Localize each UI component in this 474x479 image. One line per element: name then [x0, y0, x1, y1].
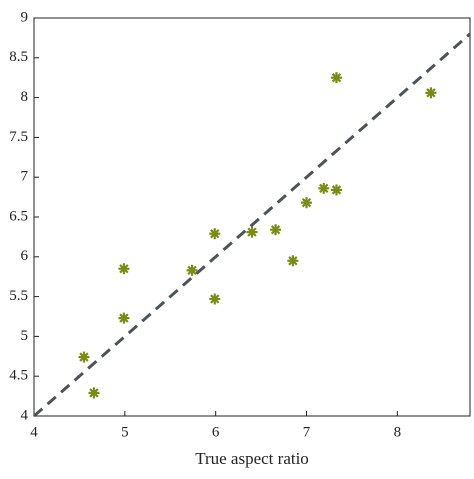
point	[330, 184, 342, 196]
point	[246, 226, 258, 238]
x-tick-label: 6	[212, 424, 220, 440]
point-stroke	[270, 225, 281, 235]
x-tick-label: 5	[121, 424, 129, 440]
point-stroke	[187, 265, 197, 275]
y-tick-label: 6	[21, 248, 29, 264]
y-tick-label: 5.5	[9, 288, 28, 304]
point	[330, 72, 342, 84]
point	[118, 312, 130, 324]
point	[287, 255, 299, 267]
point	[425, 87, 437, 99]
point-stroke	[89, 388, 99, 398]
point-stroke	[331, 185, 342, 195]
point	[301, 197, 312, 209]
point	[209, 228, 221, 240]
x-tick-label: 8	[394, 424, 402, 440]
point-stroke	[247, 227, 257, 237]
x-tick-label: 4	[30, 424, 38, 440]
point-stroke	[210, 294, 220, 304]
reference-line	[33, 32, 471, 418]
point-stroke	[119, 313, 129, 323]
y-tick-label: 5	[21, 328, 29, 344]
point-stroke	[79, 352, 89, 362]
point-stroke	[288, 256, 298, 266]
y-tick-label: 4.5	[9, 368, 28, 384]
point	[318, 182, 330, 194]
point	[78, 351, 90, 363]
point-stroke	[331, 73, 342, 83]
x-tick-label: 7	[303, 424, 311, 440]
point-stroke	[426, 88, 436, 98]
point	[88, 387, 100, 399]
plot-area	[33, 17, 471, 417]
y-tick-label: 4	[21, 407, 29, 423]
point	[186, 264, 198, 276]
y-tick-label: 6.5	[9, 208, 28, 224]
point	[209, 293, 221, 305]
point	[118, 263, 130, 275]
point-stroke	[119, 264, 129, 274]
y-tick-label: 8.5	[9, 49, 28, 65]
point	[270, 224, 282, 236]
x-axis-label: True aspect ratio	[195, 449, 309, 468]
y-tick-label: 9	[21, 9, 29, 25]
point-stroke	[210, 229, 220, 239]
y-tick-label: 7.5	[9, 129, 28, 145]
y-tick-label: 8	[21, 89, 29, 105]
point-stroke	[301, 198, 312, 208]
y-tick-label: 7	[21, 169, 29, 185]
point-stroke	[319, 183, 329, 194]
